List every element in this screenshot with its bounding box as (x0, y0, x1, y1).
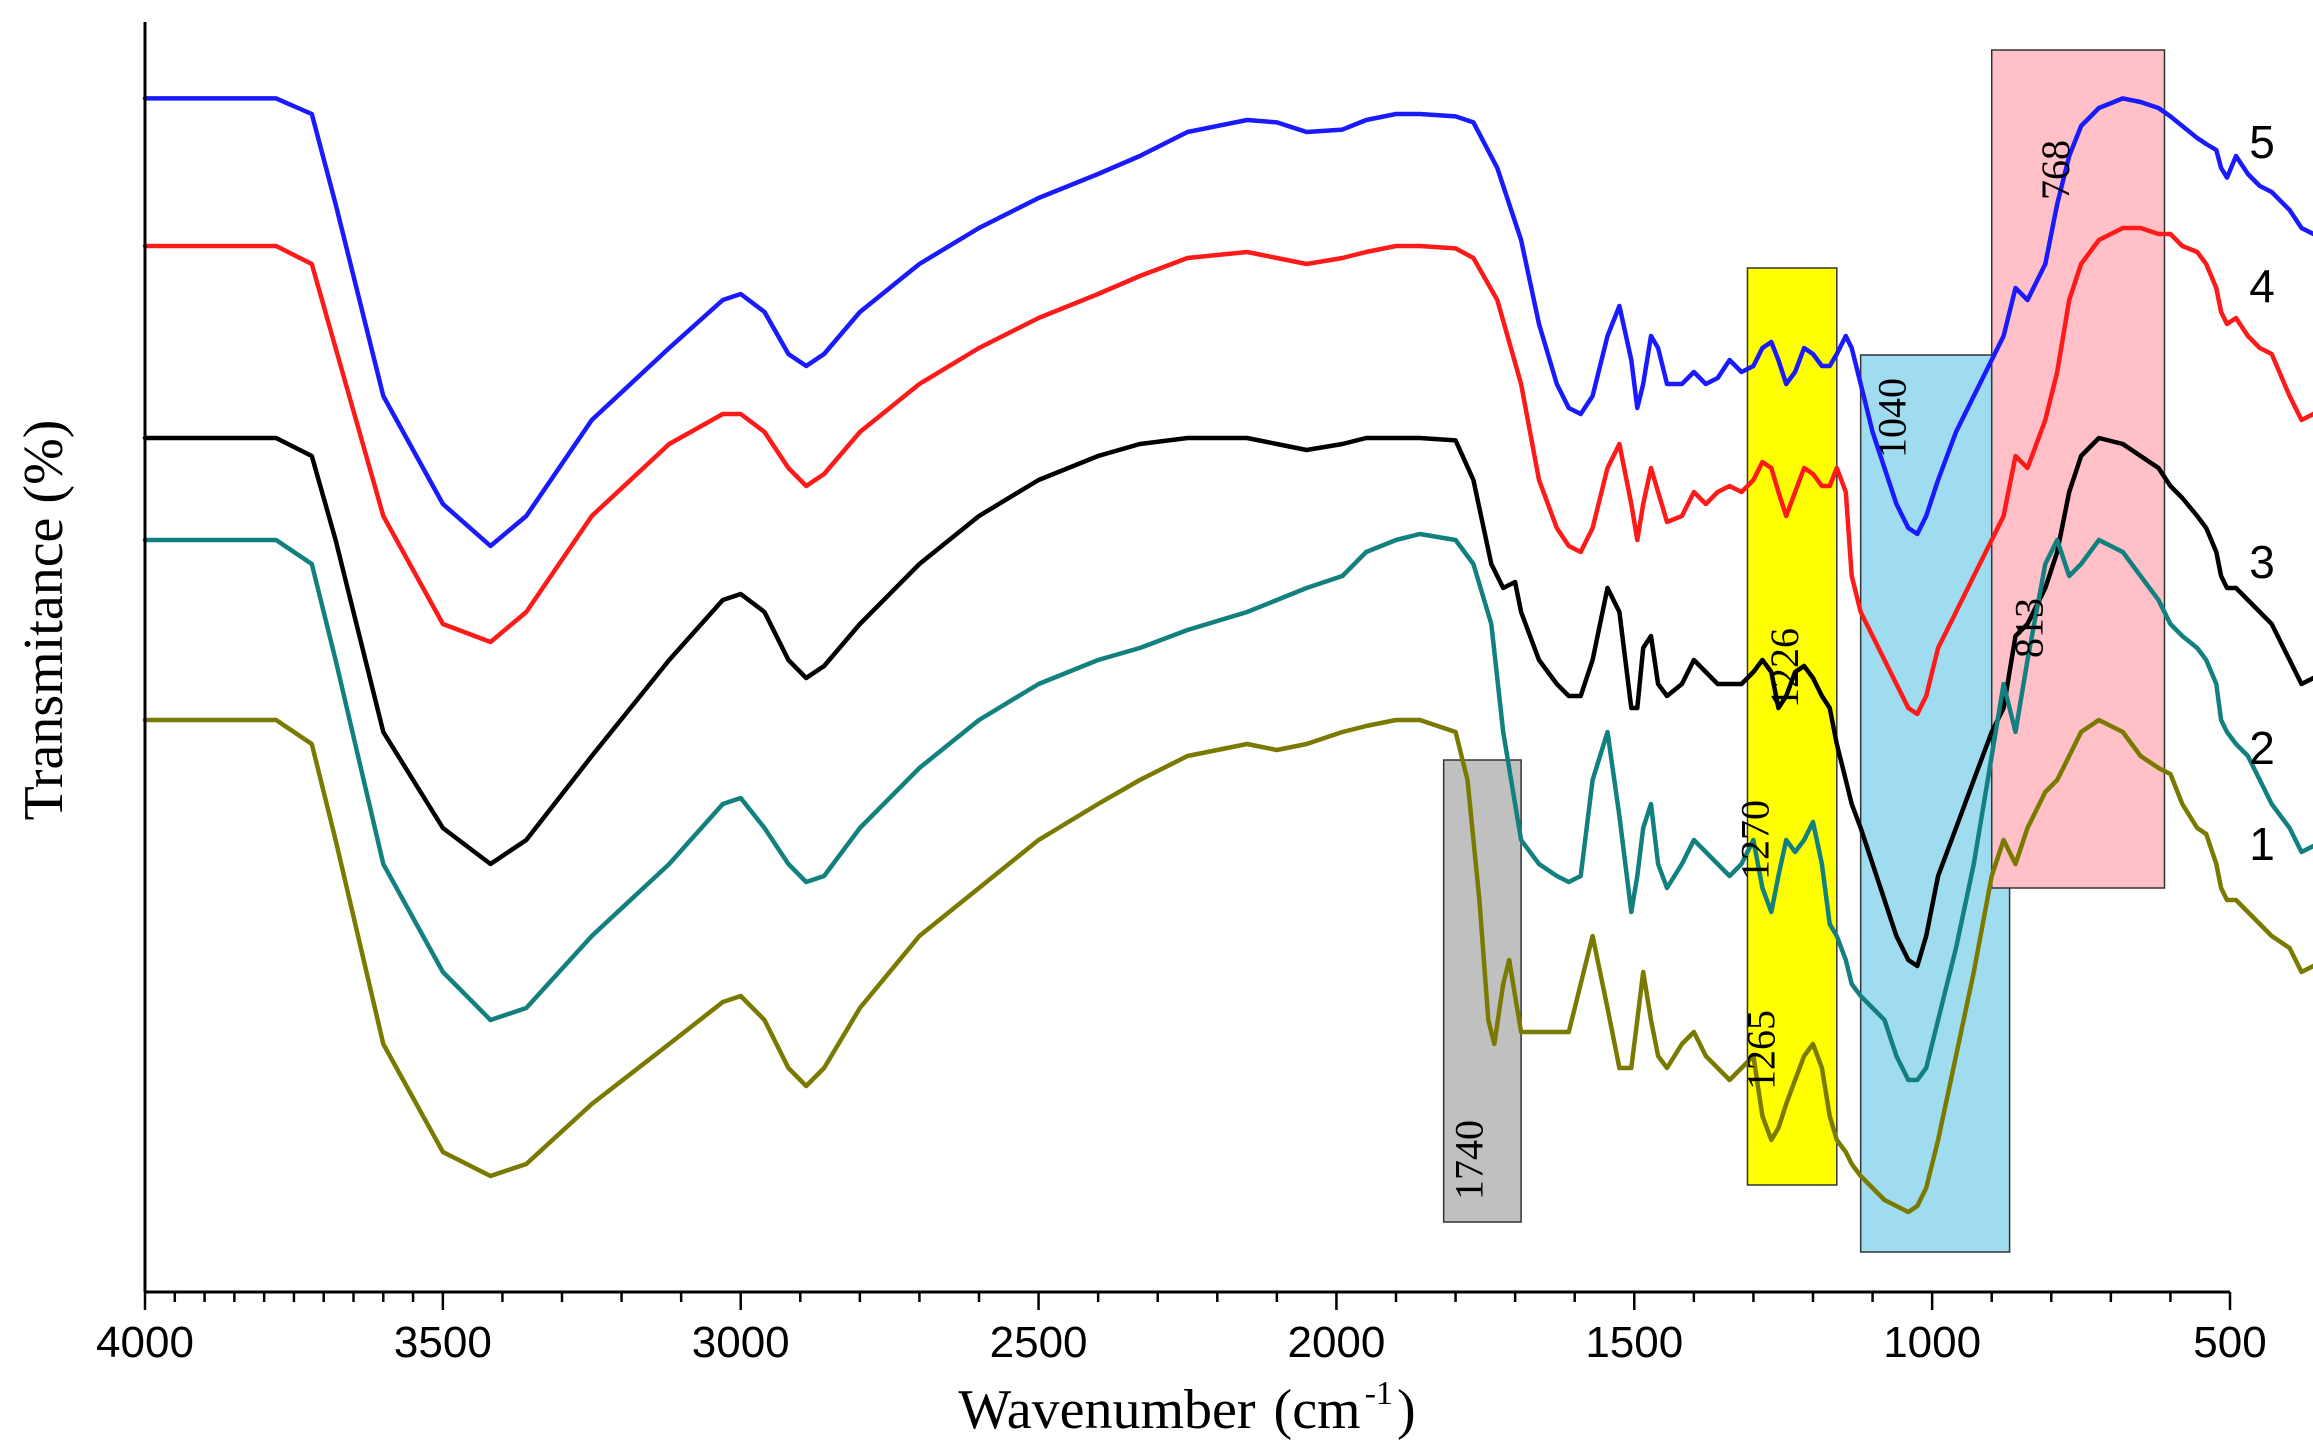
x-tick-label: 3500 (394, 1318, 492, 1367)
band-label-1740: 1740 (1446, 1120, 1491, 1200)
y-axis-title: Transmitance (%) (13, 420, 75, 821)
band-1270 (1746, 267, 1838, 1186)
axes (143, 22, 2230, 1294)
series-label-1: 1 (2249, 818, 2275, 870)
band-labels: 1740 1270 1226 1265 1040 768 813 (1446, 140, 2078, 1200)
x-tick-label: 1000 (1883, 1318, 1981, 1367)
band-label-768: 768 (2033, 140, 2078, 200)
series-label-3: 3 (2249, 536, 2275, 588)
band-label-1270: 1270 (1732, 800, 1777, 880)
band-label-1040: 1040 (1869, 378, 1914, 458)
series-line-3 (142, 435, 2313, 969)
x-tick-label: 500 (2193, 1318, 2266, 1367)
series-label-4: 4 (2249, 260, 2275, 312)
x-axis-title-main: Wavenumber (958, 1379, 1255, 1441)
band-1740 (1442, 759, 1522, 1223)
series-label-2: 2 (2249, 722, 2275, 774)
x-tick-label: 2500 (990, 1318, 1088, 1367)
x-axis-title: Wavenumber (cm -1 ) (958, 1375, 1415, 1441)
x-tick-label: 1500 (1585, 1318, 1683, 1367)
series-line-1 (142, 717, 2313, 1215)
series-label-5: 5 (2249, 116, 2275, 168)
x-tick-label: 2000 (1287, 1318, 1385, 1367)
series-labels: 5 4 3 2 1 (2249, 116, 2275, 870)
x-tick-label: 3000 (692, 1318, 790, 1367)
x-axis-title-close: ) (1397, 1379, 1416, 1441)
x-tick-label: 4000 (96, 1318, 194, 1367)
series-line-2 (142, 531, 2313, 1083)
band-label-813: 813 (2006, 598, 2051, 658)
band-label-1226: 1226 (1762, 628, 1807, 708)
series-line-4 (142, 225, 2313, 717)
series-lines (142, 96, 2313, 1215)
band-label-1265: 1265 (1738, 1010, 1783, 1090)
x-axis-title-unit: (cm (1274, 1379, 1361, 1441)
x-ticks: 4000 3500 3000 2500 2000 1500 1000 500 (96, 1292, 2267, 1367)
series-line-5 (142, 96, 2313, 549)
x-axis-title-exp: -1 (1365, 1375, 1393, 1412)
